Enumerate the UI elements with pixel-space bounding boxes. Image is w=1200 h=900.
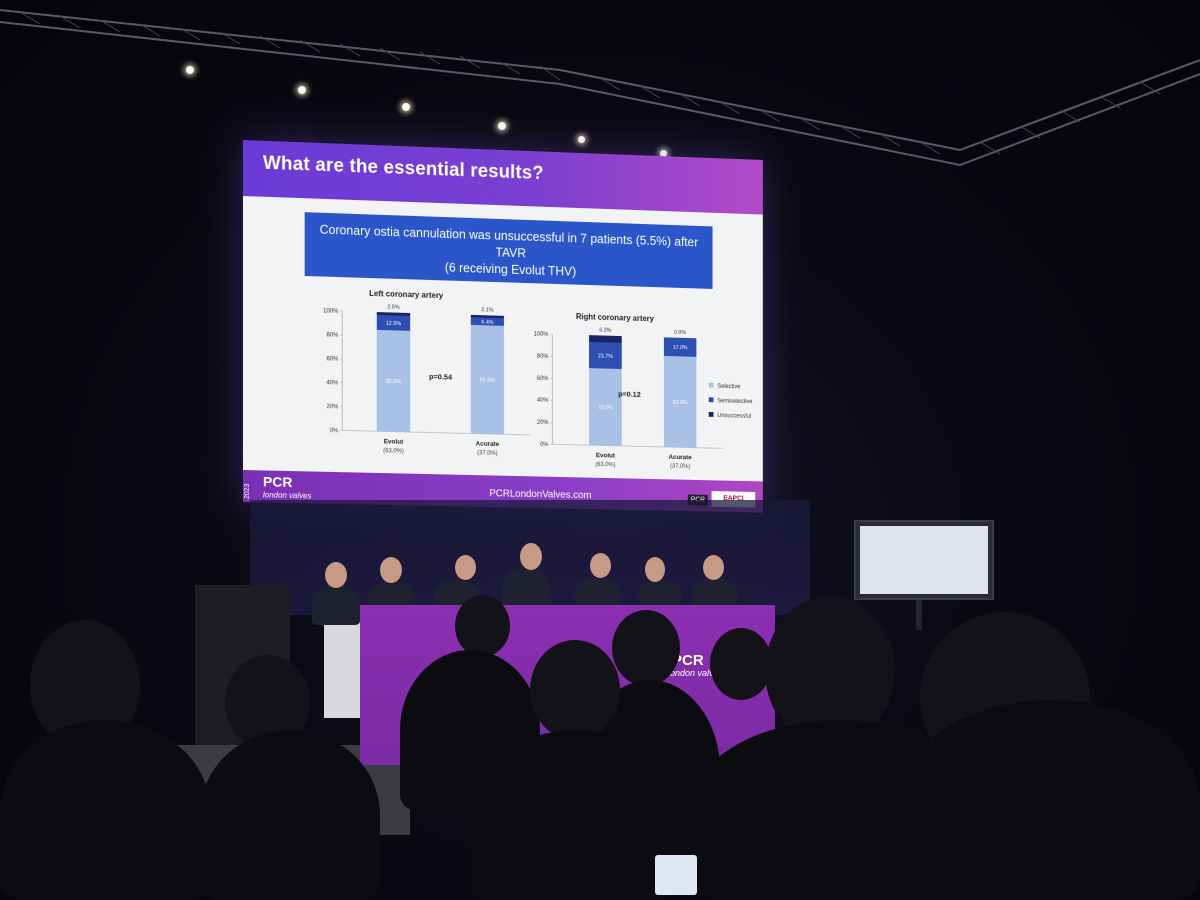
- audience-head: [455, 595, 510, 657]
- desk-logo-subtitle: london valves: [668, 668, 724, 678]
- side-monitor: [854, 520, 994, 600]
- stage-light: [402, 103, 410, 111]
- stage-light: [578, 136, 585, 143]
- footer-logo: PCR: [262, 473, 293, 491]
- bar-top-label: 2.5%: [387, 304, 399, 310]
- panelist-head: [520, 543, 542, 570]
- x-category-label: Evolut: [596, 452, 616, 459]
- y-tick-label: 60%: [326, 356, 339, 362]
- charts-area: Left coronary artery 0% 20% 40% 60% 80% 100% 85…: [243, 280, 763, 477]
- stage-light: [498, 122, 506, 130]
- bar-segment-unsuccessful: [589, 335, 622, 344]
- bar-segment-semiselective: [470, 317, 504, 326]
- footer-year: 2023: [243, 483, 251, 500]
- bar-segment-semiselective: [589, 342, 622, 370]
- y-tick-label: 100%: [323, 308, 339, 314]
- panelist-head: [325, 562, 347, 588]
- audience-laptop: [655, 855, 697, 895]
- panelist-head: [703, 555, 724, 580]
- stage-light: [660, 150, 667, 157]
- bar-segment-label: 91.5%: [480, 377, 495, 383]
- x-category-share: (37.0%): [670, 464, 690, 470]
- panelist-head: [645, 557, 665, 582]
- desk-logo: PCR: [672, 652, 704, 669]
- legend-swatch: [708, 397, 714, 403]
- legend-swatch: [708, 411, 714, 417]
- x-category-label: Acurate: [669, 454, 692, 461]
- x-category-share: (37.0%): [477, 450, 497, 456]
- y-tick-label: 60%: [537, 376, 549, 382]
- audience-member: [0, 720, 210, 900]
- chart-title: Left coronary artery: [369, 289, 444, 300]
- bar-segment-label: 17.0%: [673, 345, 688, 351]
- audience-head: [710, 628, 772, 700]
- stage-light: [298, 86, 306, 94]
- audience-member: [470, 730, 680, 900]
- monitor-screen: [860, 526, 988, 594]
- result-banner: Coronary ostia cannulation was unsuccess…: [304, 212, 713, 289]
- audience-head: [612, 610, 680, 686]
- ceiling-truss: [0, 9, 1200, 167]
- projection-screen: What are the essential results? Coronary…: [243, 140, 763, 513]
- bar-segment-selective: [589, 368, 622, 446]
- legend-label: Unsuccessful: [717, 413, 751, 420]
- bar-segment-semiselective: [663, 337, 697, 357]
- bar-top-label: 0.0%: [674, 330, 686, 336]
- y-tick-label: 20%: [326, 404, 339, 410]
- audience-head: [530, 640, 620, 740]
- audience-member: [200, 730, 380, 900]
- bar-segment-label: 83.0%: [673, 400, 688, 406]
- monitor-stand: [916, 600, 922, 630]
- legend-label: Selective: [717, 384, 741, 390]
- y-tick-label: 0%: [330, 428, 339, 434]
- x-category-share: (63.0%): [383, 448, 404, 454]
- y-tick-label: 40%: [326, 380, 339, 386]
- y-tick-label: 100%: [534, 332, 549, 338]
- panelist-head: [455, 555, 476, 580]
- x-axis: [552, 444, 723, 448]
- bar-segment-selective: [470, 324, 504, 435]
- bar-segment-selective: [663, 355, 697, 448]
- p-value-annotation: p=0.12: [618, 390, 641, 399]
- y-tick-label: 40%: [537, 398, 549, 404]
- y-tick-label: 20%: [537, 420, 549, 426]
- footer-subtitle: london valves: [262, 490, 312, 501]
- x-category-label: Evolut: [384, 438, 404, 445]
- x-category-label: Acurate: [476, 441, 500, 448]
- panelist-head: [590, 553, 611, 578]
- legend-swatch: [708, 382, 714, 388]
- panelist-head: [380, 557, 402, 583]
- panelist: [502, 568, 550, 612]
- audience-member: [900, 700, 1200, 900]
- bar-segment-unsuccessful: [376, 312, 411, 317]
- panelist: [312, 585, 360, 625]
- bar-segment-label: 85.0%: [386, 379, 401, 385]
- chart-title: Right coronary artery: [576, 312, 655, 323]
- y-tick-label: 0%: [540, 442, 549, 448]
- legend-label: Semiselective: [717, 398, 753, 405]
- desk-end-panel: [324, 618, 362, 718]
- y-tick-label: 80%: [326, 332, 339, 338]
- stage-light: [186, 66, 194, 74]
- bar-segment-semiselective: [376, 315, 411, 331]
- bar-segment-label: 70.0%: [598, 405, 613, 411]
- bar-segment-selective: [376, 329, 411, 433]
- bar-top-label: 6.3%: [599, 328, 611, 334]
- y-tick-label: 80%: [537, 354, 549, 360]
- x-category-share: (63.0%): [595, 462, 615, 468]
- bar-segment-label: 6.4%: [481, 319, 493, 325]
- p-value-annotation: p=0.54: [429, 372, 453, 382]
- stacked-bar-charts: Left coronary artery 0% 20% 40% 60% 80% 100% 85…: [323, 289, 753, 470]
- bar-segment-label: 23.7%: [598, 353, 613, 359]
- bar-segment-label: 12.5%: [386, 321, 401, 327]
- slide-title: What are the essential results?: [262, 152, 544, 185]
- bar-top-label: 2.1%: [481, 307, 493, 313]
